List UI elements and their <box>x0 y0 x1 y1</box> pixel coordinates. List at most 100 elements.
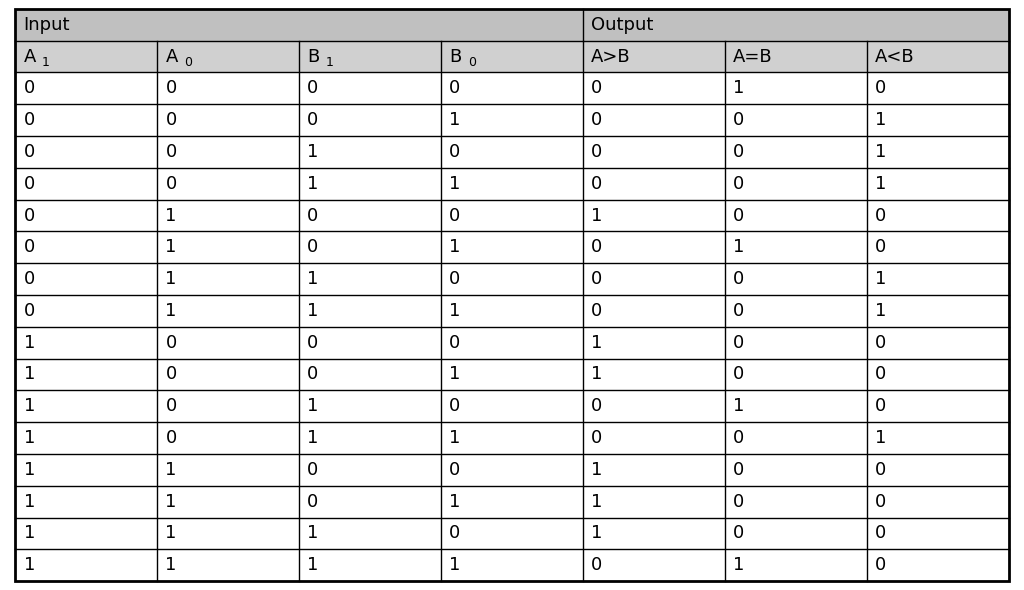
Bar <box>299 231 441 263</box>
Text: 0: 0 <box>591 238 602 256</box>
Text: 1: 1 <box>591 206 602 225</box>
Text: 1: 1 <box>450 493 461 511</box>
Text: 1: 1 <box>450 302 461 320</box>
Text: 0: 0 <box>591 429 602 447</box>
Text: 1: 1 <box>24 461 35 479</box>
Text: 0: 0 <box>450 461 461 479</box>
Bar <box>15 199 158 231</box>
Bar <box>15 486 158 517</box>
Bar <box>15 454 158 486</box>
Text: 1: 1 <box>307 270 318 288</box>
Text: 0: 0 <box>184 56 191 69</box>
Bar <box>441 454 583 486</box>
Text: 0: 0 <box>591 270 602 288</box>
Text: 0: 0 <box>591 111 602 129</box>
Text: 1: 1 <box>874 302 887 320</box>
Text: A: A <box>24 48 36 65</box>
Bar <box>866 263 1009 295</box>
Text: 0: 0 <box>307 493 318 511</box>
Bar <box>441 486 583 517</box>
Text: 1: 1 <box>307 175 318 193</box>
Text: 0: 0 <box>874 493 886 511</box>
Text: 0: 0 <box>307 238 318 256</box>
Text: 1: 1 <box>591 334 602 352</box>
Bar <box>15 295 158 327</box>
Bar <box>725 454 866 486</box>
Bar <box>583 73 725 104</box>
Text: 1: 1 <box>733 397 744 415</box>
Text: 1: 1 <box>166 493 177 511</box>
Text: 0: 0 <box>166 175 177 193</box>
Bar <box>158 199 299 231</box>
Bar <box>441 359 583 391</box>
Text: 0: 0 <box>874 206 886 225</box>
Bar <box>866 9 1009 41</box>
Bar <box>583 231 725 263</box>
Bar <box>725 9 866 41</box>
Bar <box>299 295 441 327</box>
Text: 0: 0 <box>166 365 177 384</box>
Text: 1: 1 <box>450 111 461 129</box>
Bar <box>441 231 583 263</box>
Bar <box>866 104 1009 136</box>
Bar <box>866 231 1009 263</box>
Bar <box>725 517 866 549</box>
Text: 0: 0 <box>166 111 177 129</box>
Bar <box>866 168 1009 199</box>
Bar <box>441 263 583 295</box>
Text: 0: 0 <box>733 143 744 161</box>
Text: 0: 0 <box>733 525 744 542</box>
Text: 1: 1 <box>450 429 461 447</box>
Text: 0: 0 <box>733 365 744 384</box>
Bar <box>583 549 725 581</box>
Bar <box>15 9 158 41</box>
Text: 1: 1 <box>166 238 177 256</box>
Bar <box>725 104 866 136</box>
Text: Input: Input <box>24 16 70 34</box>
Text: 0: 0 <box>24 302 35 320</box>
Bar <box>15 422 158 454</box>
Text: 0: 0 <box>874 397 886 415</box>
Bar <box>866 41 1009 73</box>
Bar <box>725 549 866 581</box>
Bar <box>725 295 866 327</box>
Text: 1: 1 <box>733 79 744 97</box>
Text: 0: 0 <box>307 111 318 129</box>
Text: 1: 1 <box>450 175 461 193</box>
Text: 0: 0 <box>591 143 602 161</box>
Bar <box>299 104 441 136</box>
Text: 1: 1 <box>874 143 887 161</box>
Bar <box>441 295 583 327</box>
Bar <box>725 263 866 295</box>
Text: 1: 1 <box>42 56 50 69</box>
Bar <box>583 168 725 199</box>
Bar <box>866 422 1009 454</box>
Bar <box>15 549 158 581</box>
Text: 0: 0 <box>24 111 35 129</box>
Bar <box>15 359 158 391</box>
Text: A<B: A<B <box>874 48 914 65</box>
Bar <box>15 327 158 359</box>
Text: 1: 1 <box>307 302 318 320</box>
Text: 0: 0 <box>24 143 35 161</box>
Text: 1: 1 <box>24 493 35 511</box>
Bar <box>158 454 299 486</box>
Text: 1: 1 <box>24 556 35 574</box>
Bar <box>441 168 583 199</box>
Text: 1: 1 <box>166 302 177 320</box>
Bar <box>725 486 866 517</box>
Text: B: B <box>307 48 319 65</box>
Text: 0: 0 <box>591 397 602 415</box>
Text: 0: 0 <box>591 556 602 574</box>
Bar <box>441 327 583 359</box>
Bar <box>866 295 1009 327</box>
Bar <box>299 136 441 168</box>
Bar <box>15 168 158 199</box>
Bar <box>583 517 725 549</box>
Bar <box>299 41 441 73</box>
Text: 0: 0 <box>591 302 602 320</box>
Text: 1: 1 <box>166 206 177 225</box>
Text: 1: 1 <box>874 175 887 193</box>
Text: 1: 1 <box>450 238 461 256</box>
Text: 0: 0 <box>450 143 461 161</box>
